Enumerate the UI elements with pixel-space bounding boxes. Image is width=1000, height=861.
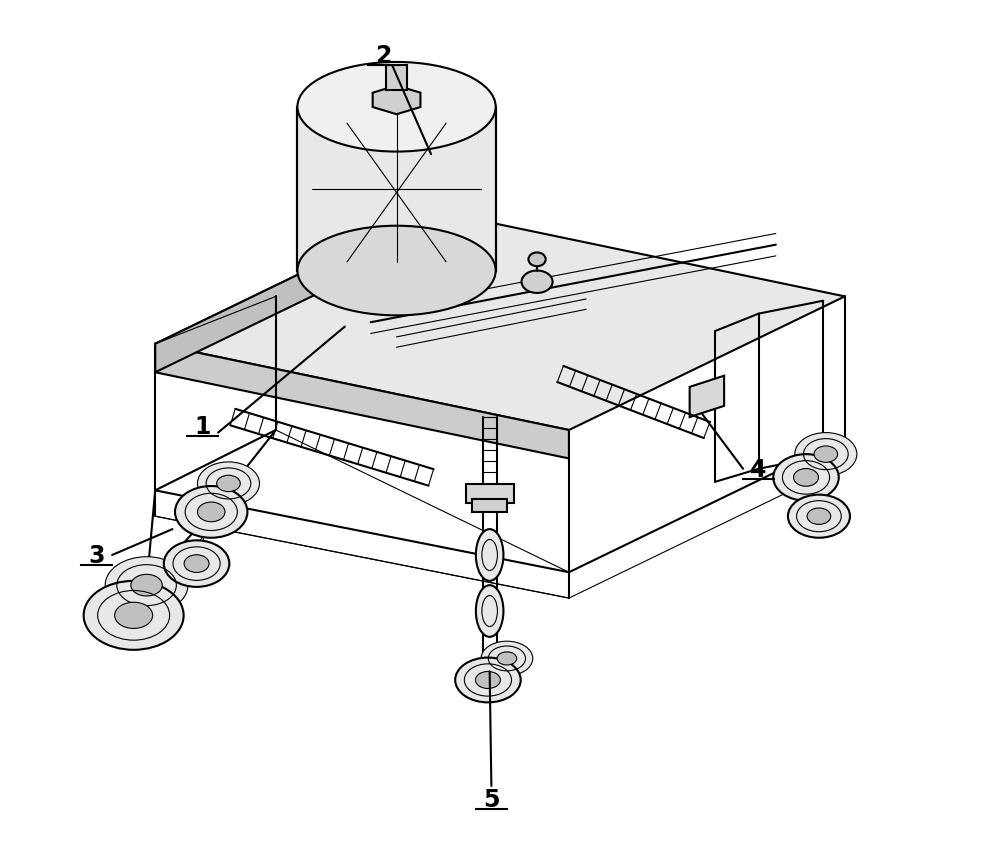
Ellipse shape — [773, 455, 839, 501]
Ellipse shape — [794, 469, 818, 486]
Ellipse shape — [528, 253, 546, 267]
Ellipse shape — [175, 486, 247, 538]
Polygon shape — [373, 86, 420, 115]
Ellipse shape — [795, 433, 857, 476]
Ellipse shape — [184, 555, 209, 573]
Text: 5: 5 — [483, 787, 500, 811]
Ellipse shape — [217, 475, 240, 492]
Ellipse shape — [522, 271, 553, 294]
Polygon shape — [155, 211, 845, 430]
Ellipse shape — [115, 603, 153, 629]
Text: 3: 3 — [88, 543, 105, 567]
Bar — [386, 66, 407, 90]
Ellipse shape — [197, 503, 225, 522]
Ellipse shape — [807, 508, 831, 525]
Ellipse shape — [497, 652, 517, 666]
Ellipse shape — [297, 63, 496, 152]
Bar — [466, 485, 514, 504]
Text: 4: 4 — [750, 457, 767, 481]
Ellipse shape — [84, 581, 184, 650]
Ellipse shape — [455, 658, 521, 703]
Ellipse shape — [131, 574, 162, 597]
Ellipse shape — [788, 495, 850, 538]
Ellipse shape — [814, 447, 838, 463]
Ellipse shape — [481, 641, 533, 676]
Ellipse shape — [105, 557, 188, 614]
Ellipse shape — [197, 462, 260, 505]
Polygon shape — [297, 108, 496, 271]
Ellipse shape — [476, 585, 503, 637]
Polygon shape — [155, 211, 431, 373]
Bar — [472, 499, 507, 512]
Polygon shape — [155, 344, 569, 459]
Ellipse shape — [164, 541, 229, 587]
Text: 1: 1 — [194, 414, 211, 438]
Polygon shape — [690, 376, 724, 418]
Text: 2: 2 — [375, 44, 392, 68]
Ellipse shape — [297, 226, 496, 316]
Ellipse shape — [476, 530, 503, 581]
Ellipse shape — [475, 672, 500, 689]
